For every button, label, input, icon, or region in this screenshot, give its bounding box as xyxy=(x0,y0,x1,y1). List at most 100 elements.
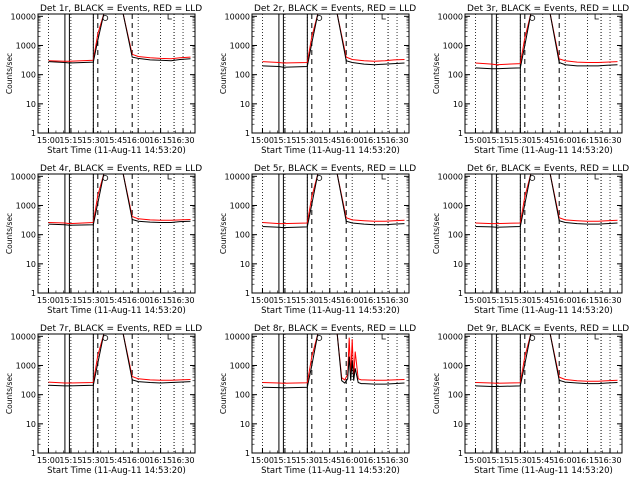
detector-panel-2: Det 2r, BLACK = Events, RED = LLD 1 10 100 1… xyxy=(219,4,416,156)
series-group xyxy=(48,334,191,387)
series-group xyxy=(475,334,618,387)
x-tick-label: 16:15 xyxy=(149,296,172,305)
x-tick-label: 16:00 xyxy=(127,136,150,145)
x-tick-label: 15:00 xyxy=(464,456,487,465)
x-tick-label: 16:30 xyxy=(386,456,409,465)
x-tick-label: 16:15 xyxy=(363,296,386,305)
detector-panel-3: Det 3r, BLACK = Events, RED = LLD 1 10 100 1… xyxy=(432,4,629,156)
series-line-lld xyxy=(262,334,405,384)
x-tick-label: 15:00 xyxy=(464,296,487,305)
x-tick-label: 16:30 xyxy=(386,136,409,145)
x-tick-label: 16:30 xyxy=(172,456,195,465)
x-tick-label: 16:30 xyxy=(599,296,622,305)
y-tick-label: 1 xyxy=(31,449,36,458)
y-tick-label: 1 xyxy=(31,129,36,138)
x-tick-label: 16:15 xyxy=(576,296,599,305)
y-tick-label: 1 xyxy=(458,129,463,138)
series-group xyxy=(262,174,405,229)
panel-title: Det 6r, BLACK = Events, RED = LLD xyxy=(467,164,629,174)
top-marker-bracket xyxy=(594,334,599,340)
x-tick-label: 15:30 xyxy=(296,296,319,305)
x-tick-label: 16:00 xyxy=(554,296,577,305)
x-tick-label: 15:30 xyxy=(509,456,532,465)
y-tick-label: 1 xyxy=(245,129,250,138)
y-axis-label: Counts/sec xyxy=(5,53,14,94)
y-tick-label: 10 xyxy=(26,420,36,429)
y-tick-label: 10 xyxy=(453,100,463,109)
y-tick-label: 1000 xyxy=(230,41,250,50)
y-tick-label: 1 xyxy=(458,449,463,458)
x-tick-label: 15:45 xyxy=(318,296,341,305)
x-tick-label: 16:00 xyxy=(341,296,364,305)
y-axis-label: Counts/sec xyxy=(432,53,441,94)
plot-frame xyxy=(251,13,410,134)
top-marker-bracket xyxy=(167,14,172,20)
y-axis-label: Counts/sec xyxy=(219,53,228,94)
x-tick-label: 15:00 xyxy=(37,136,60,145)
series-line-lld xyxy=(48,14,191,62)
plot-frame xyxy=(37,333,196,454)
y-tick-label: 1 xyxy=(31,289,36,298)
detector-panel-9: Det 9r, BLACK = Events, RED = LLD 1 10 100 1… xyxy=(432,324,629,476)
series-line-events xyxy=(475,14,618,70)
x-tick-label: 15:45 xyxy=(104,296,127,305)
x-tick-label: 15:30 xyxy=(296,456,319,465)
y-tick-label: 100 xyxy=(21,231,36,240)
series-line-lld xyxy=(475,174,618,225)
x-tick-label: 15:15 xyxy=(273,296,296,305)
x-tick-label: 16:00 xyxy=(127,296,150,305)
y-axis-label: Counts/sec xyxy=(432,373,441,414)
x-axis-label: Start Time (11-Aug-11 14:53:20) xyxy=(261,146,400,156)
y-tick-label: 10000 xyxy=(438,12,463,21)
x-tick-label: 15:00 xyxy=(464,136,487,145)
x-tick-label: 15:15 xyxy=(59,136,82,145)
x-tick-label: 15:45 xyxy=(531,136,554,145)
plot-frame xyxy=(464,173,623,294)
y-tick-label: 100 xyxy=(21,71,36,80)
panel-title: Det 8r, BLACK = Events, RED = LLD xyxy=(254,324,416,334)
y-tick-label: 1000 xyxy=(230,201,250,210)
y-tick-label: 100 xyxy=(21,391,36,400)
panel-title: Det 5r, BLACK = Events, RED = LLD xyxy=(254,164,416,174)
x-tick-label: 15:45 xyxy=(104,136,127,145)
y-axis-label: Counts/sec xyxy=(432,213,441,254)
y-tick-label: 10 xyxy=(453,420,463,429)
x-tick-label: 15:30 xyxy=(82,136,105,145)
series-line-events xyxy=(475,174,618,228)
series-group xyxy=(475,14,618,70)
x-tick-label: 15:15 xyxy=(273,136,296,145)
x-axis-label: Start Time (11-Aug-11 14:53:20) xyxy=(261,466,400,476)
y-tick-label: 1 xyxy=(245,449,250,458)
x-tick-label: 15:00 xyxy=(251,136,274,145)
x-tick-label: 15:15 xyxy=(486,136,509,145)
x-tick-label: 15:30 xyxy=(296,136,319,145)
y-tick-label: 100 xyxy=(448,231,463,240)
series-group xyxy=(48,174,191,226)
series-line-lld xyxy=(475,14,618,66)
panel-title: Det 7r, BLACK = Events, RED = LLD xyxy=(40,324,202,334)
x-tick-label: 15:00 xyxy=(37,296,60,305)
y-tick-label: 10000 xyxy=(11,332,36,341)
panel-title: Det 9r, BLACK = Events, RED = LLD xyxy=(467,324,629,334)
x-tick-label: 16:30 xyxy=(599,136,622,145)
y-tick-label: 100 xyxy=(448,391,463,400)
series-line-events xyxy=(48,334,191,387)
x-tick-label: 16:15 xyxy=(363,456,386,465)
series-line-events xyxy=(475,334,618,387)
series-line-lld xyxy=(48,334,191,384)
y-tick-label: 10 xyxy=(240,260,250,269)
x-tick-label: 15:30 xyxy=(82,296,105,305)
top-marker-bracket xyxy=(381,14,386,20)
x-axis-label: Start Time (11-Aug-11 14:53:20) xyxy=(47,306,186,316)
top-marker-bracket xyxy=(381,334,386,340)
series-line-events xyxy=(48,14,191,64)
x-tick-label: 16:30 xyxy=(599,456,622,465)
y-tick-label: 10 xyxy=(240,420,250,429)
x-tick-label: 15:30 xyxy=(509,136,532,145)
x-tick-label: 15:15 xyxy=(486,296,509,305)
y-tick-label: 100 xyxy=(235,71,250,80)
plot-frame xyxy=(464,333,623,454)
series-line-lld xyxy=(262,174,405,225)
